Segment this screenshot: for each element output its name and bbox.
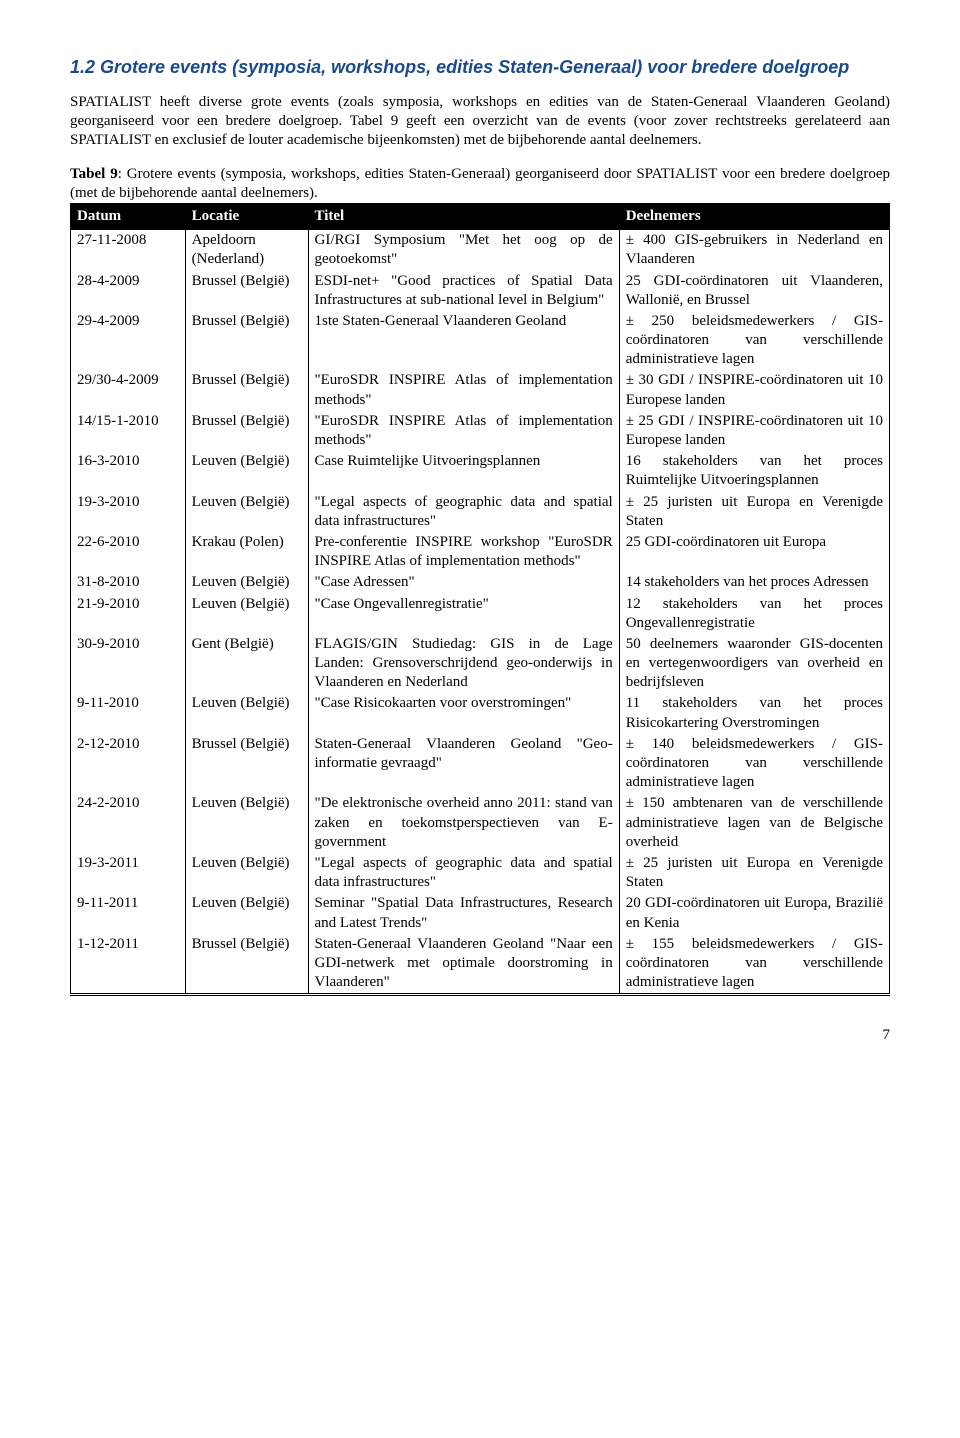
table-cell: 11 stakeholders van het proces Risicokar…	[619, 693, 889, 733]
table-row: 9-11-2011Leuven (België)Seminar "Spatial…	[71, 893, 890, 933]
table-cell: Pre-conferentie INSPIRE workshop "EuroSD…	[308, 532, 619, 572]
table-cell: 28-4-2009	[71, 271, 186, 311]
table-cell: Staten-Generaal Vlaanderen Geoland "Naar…	[308, 934, 619, 995]
table-cell: 29-4-2009	[71, 311, 186, 371]
table-cell: 16-3-2010	[71, 451, 186, 491]
table-cell: ± 25 juristen uit Europa en Verenigde St…	[619, 853, 889, 893]
table-cell: Brussel (België)	[185, 934, 308, 995]
col-datum: Datum	[71, 203, 186, 229]
table-cell: 19-3-2010	[71, 492, 186, 532]
table-cell: GI/RGI Symposium "Met het oog op de geot…	[308, 230, 619, 271]
table-cell: ± 25 GDI / INSPIRE-coördinatoren uit 10 …	[619, 411, 889, 451]
table-row: 24-2-2010Leuven (België)"De elektronisch…	[71, 793, 890, 853]
table-cell: "Case Adressen"	[308, 572, 619, 593]
col-deelnemers: Deelnemers	[619, 203, 889, 229]
table-cell: Leuven (België)	[185, 693, 308, 733]
table-row: 2-12-2010Brussel (België)Staten-Generaal…	[71, 734, 890, 794]
table-cell: "EuroSDR INSPIRE Atlas of implementation…	[308, 411, 619, 451]
table-cell: ESDI-net+ "Good practices of Spatial Dat…	[308, 271, 619, 311]
table-cell: 14 stakeholders van het proces Adressen	[619, 572, 889, 593]
table-row: 1-12-2011Brussel (België)Staten-Generaal…	[71, 934, 890, 995]
table-cell: 25 GDI-coördinatoren uit Vlaanderen, Wal…	[619, 271, 889, 311]
table-row: 14/15-1-2010Brussel (België)"EuroSDR INS…	[71, 411, 890, 451]
table-cell: ± 150 ambtenaren van de verschillende ad…	[619, 793, 889, 853]
table-row: 9-11-2010Leuven (België)"Case Risicokaar…	[71, 693, 890, 733]
col-locatie: Locatie	[185, 203, 308, 229]
table-cell: 20 GDI-coördinatoren uit Europa, Brazili…	[619, 893, 889, 933]
table-cell: 21-9-2010	[71, 594, 186, 634]
table-cell: Leuven (België)	[185, 853, 308, 893]
table-row: 16-3-2010Leuven (België)Case Ruimtelijke…	[71, 451, 890, 491]
table-cell: "Legal aspects of geographic data and sp…	[308, 492, 619, 532]
table-cell: Brussel (België)	[185, 411, 308, 451]
table-cell: Leuven (België)	[185, 893, 308, 933]
section-heading: 1.2 Grotere events (symposia, workshops,…	[70, 56, 890, 79]
table-row: 27-11-2008Apeldoorn (Nederland)GI/RGI Sy…	[71, 230, 890, 271]
table-cell: 1ste Staten-Generaal Vlaanderen Geoland	[308, 311, 619, 371]
table-row: 21-9-2010Leuven (België)"Case Ongevallen…	[71, 594, 890, 634]
table-cell: 31-8-2010	[71, 572, 186, 593]
table-cell: Leuven (België)	[185, 793, 308, 853]
table-cell: Seminar "Spatial Data Infrastructures, R…	[308, 893, 619, 933]
table-cell: ± 250 beleidsmedewerkers / GIS-coördinat…	[619, 311, 889, 371]
table-cell: 30-9-2010	[71, 634, 186, 694]
table-row: 19-3-2011Leuven (België)"Legal aspects o…	[71, 853, 890, 893]
table-cell: Case Ruimtelijke Uitvoeringsplannen	[308, 451, 619, 491]
table-cell: FLAGIS/GIN Studiedag: GIS in de Lage Lan…	[308, 634, 619, 694]
table-cell: "EuroSDR INSPIRE Atlas of implementation…	[308, 370, 619, 410]
caption-text: : Grotere events (symposia, workshops, e…	[70, 166, 890, 201]
intro-paragraph: SPATIALIST heeft diverse grote events (z…	[70, 93, 890, 151]
table-cell: Staten-Generaal Vlaanderen Geoland "Geo-…	[308, 734, 619, 794]
table-row: 29-4-2009Brussel (België)1ste Staten-Gen…	[71, 311, 890, 371]
table-row: 30-9-2010Gent (België)FLAGIS/GIN Studied…	[71, 634, 890, 694]
table-cell: ± 140 beleidsmedewerkers / GIS-coördinat…	[619, 734, 889, 794]
table-row: 28-4-2009Brussel (België)ESDI-net+ "Good…	[71, 271, 890, 311]
table-cell: 1-12-2011	[71, 934, 186, 995]
table-cell: Brussel (België)	[185, 370, 308, 410]
table-cell: Leuven (België)	[185, 572, 308, 593]
table-cell: 19-3-2011	[71, 853, 186, 893]
table-cell: 22-6-2010	[71, 532, 186, 572]
table-row: 31-8-2010Leuven (België)"Case Adressen"1…	[71, 572, 890, 593]
table-cell: Leuven (België)	[185, 594, 308, 634]
table-cell: 29/30-4-2009	[71, 370, 186, 410]
col-titel: Titel	[308, 203, 619, 229]
page-number: 7	[70, 1026, 890, 1045]
table-cell: 24-2-2010	[71, 793, 186, 853]
table-cell: 25 GDI-coördinatoren uit Europa	[619, 532, 889, 572]
table-cell: Brussel (België)	[185, 734, 308, 794]
table-row: 19-3-2010Leuven (België)"Legal aspects o…	[71, 492, 890, 532]
table-header-row: Datum Locatie Titel Deelnemers	[71, 203, 890, 229]
table-row: 22-6-2010Krakau (Polen)Pre-conferentie I…	[71, 532, 890, 572]
table-cell: ± 30 GDI / INSPIRE-coördinatoren uit 10 …	[619, 370, 889, 410]
table-cell: 9-11-2011	[71, 893, 186, 933]
table-cell: Krakau (Polen)	[185, 532, 308, 572]
table-cell: 14/15-1-2010	[71, 411, 186, 451]
table-cell: 16 stakeholders van het proces Ruimtelij…	[619, 451, 889, 491]
table-cell: ± 25 juristen uit Europa en Verenigde St…	[619, 492, 889, 532]
table-cell: 12 stakeholders van het proces Ongevalle…	[619, 594, 889, 634]
table-cell: "Legal aspects of geographic data and sp…	[308, 853, 619, 893]
table-cell: "Case Risicokaarten voor overstromingen"	[308, 693, 619, 733]
table-cell: ± 155 beleidsmedewerkers / GIS-coördinat…	[619, 934, 889, 995]
caption-label: Tabel 9	[70, 166, 118, 182]
table-cell: "Case Ongevallenregistratie"	[308, 594, 619, 634]
table-cell: Brussel (België)	[185, 271, 308, 311]
events-table: Datum Locatie Titel Deelnemers 27-11-200…	[70, 203, 890, 996]
table-cell: Leuven (België)	[185, 492, 308, 532]
table-row: 29/30-4-2009Brussel (België)"EuroSDR INS…	[71, 370, 890, 410]
table-cell: Leuven (België)	[185, 451, 308, 491]
table-cell: 9-11-2010	[71, 693, 186, 733]
table-cell: Brussel (België)	[185, 311, 308, 371]
table-cell: Gent (België)	[185, 634, 308, 694]
table-cell: ± 400 GIS-gebruikers in Nederland en Vla…	[619, 230, 889, 271]
table-cell: 27-11-2008	[71, 230, 186, 271]
table-cell: 2-12-2010	[71, 734, 186, 794]
table-cell: 50 deelnemers waaronder GIS-docenten en …	[619, 634, 889, 694]
table-cell: "De elektronische overheid anno 2011: st…	[308, 793, 619, 853]
table-cell: Apeldoorn (Nederland)	[185, 230, 308, 271]
table-caption: Tabel 9: Grotere events (symposia, works…	[70, 165, 890, 203]
